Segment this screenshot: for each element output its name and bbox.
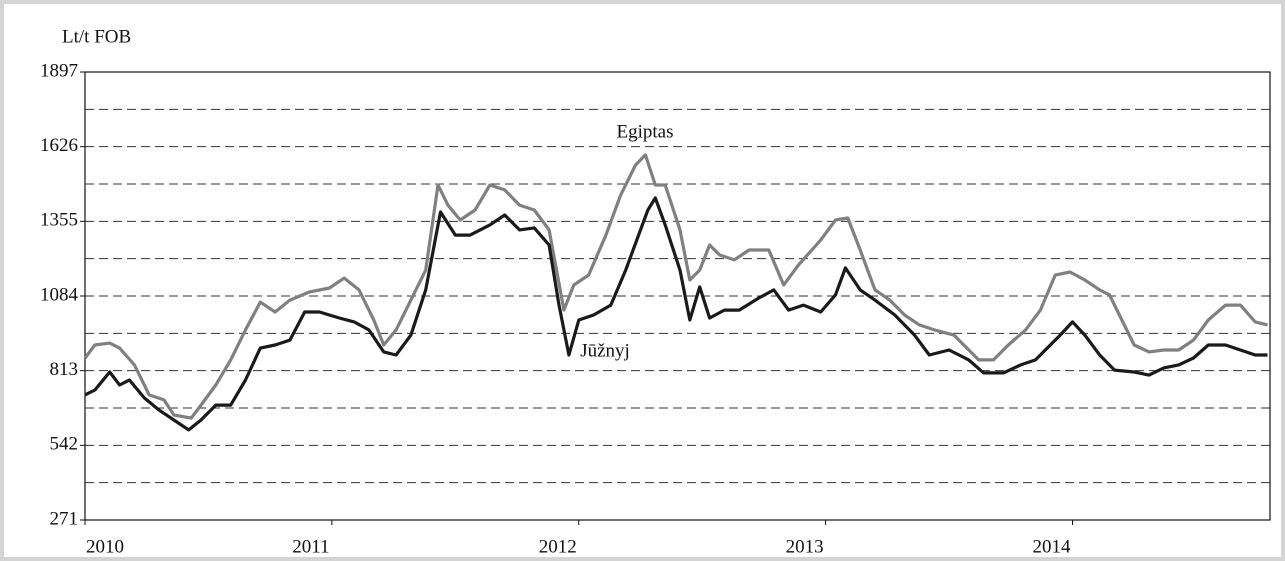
x-tick-label: 2012 xyxy=(539,536,577,557)
x-tick-label: 2010 xyxy=(86,536,124,557)
y-tick-label: 1084 xyxy=(40,284,79,305)
x-tick-label: 2013 xyxy=(786,536,824,557)
y-tick-label: 1355 xyxy=(40,210,78,231)
line-series xyxy=(84,196,1268,432)
x-tick-label: 2011 xyxy=(292,536,329,557)
y-tick-label: 542 xyxy=(50,434,79,455)
y-tick-label: 1897 xyxy=(40,60,78,81)
line-series xyxy=(83,153,1268,420)
y-tick-label: 813 xyxy=(50,359,79,380)
plot-frame xyxy=(84,71,1271,521)
annotation: Egiptas xyxy=(617,121,674,142)
y-axis-label: Lt/t FOB xyxy=(62,26,131,47)
annotation: Jūžnyj xyxy=(580,340,630,361)
y-tick-label: 1626 xyxy=(40,135,78,156)
x-tick-label: 2014 xyxy=(1033,536,1072,557)
y-tick-label: 271 xyxy=(50,508,79,529)
